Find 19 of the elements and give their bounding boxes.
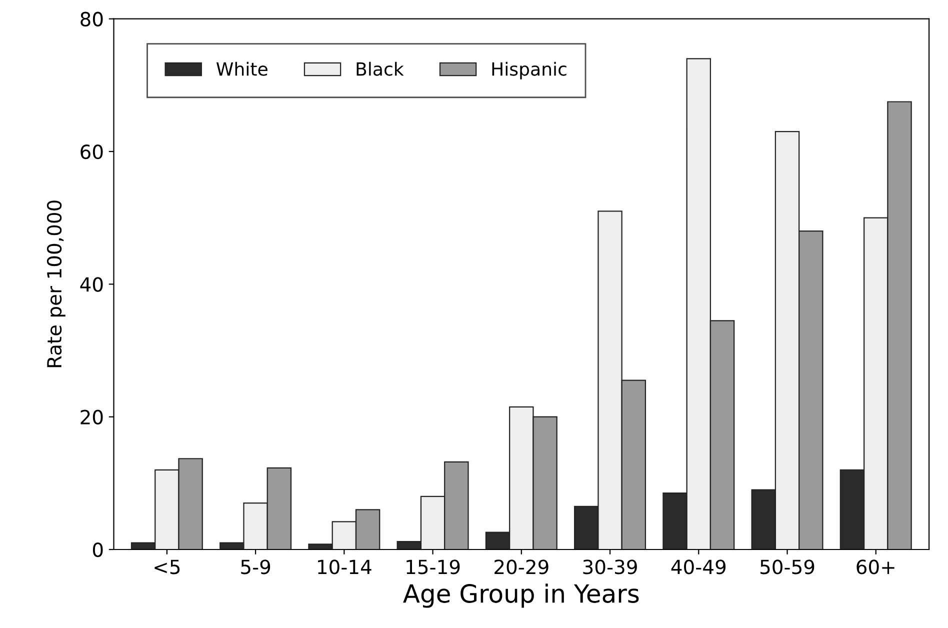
x-tick-label: 5-9 <box>241 560 270 574</box>
x-tick-label: 20-29 <box>494 560 548 574</box>
y-tick-label: 20 <box>80 410 103 424</box>
x-tick-label: 30-39 <box>583 560 637 574</box>
x-tick-label: <5 <box>154 560 180 574</box>
legend-label: Hispanic <box>492 62 566 80</box>
legend-label: Black <box>356 62 404 76</box>
y-axis-title: Rate per 100,000 <box>46 200 66 368</box>
legend-label: White <box>216 62 268 76</box>
x-tick-label: 60+ <box>856 560 894 574</box>
y-tick-label: 40 <box>80 277 103 292</box>
y-tick-label: 0 <box>92 542 103 558</box>
y-tick-label: 80 <box>80 12 103 27</box>
y-tick-label: 60 <box>80 144 103 160</box>
x-tick-label: 10-14 <box>318 560 372 574</box>
x-axis-title: Age Group in Years <box>403 584 639 608</box>
x-tick-label: 15-19 <box>406 560 460 574</box>
x-tick-label: 50-59 <box>760 560 814 574</box>
x-tick-label: 40-49 <box>671 560 726 574</box>
